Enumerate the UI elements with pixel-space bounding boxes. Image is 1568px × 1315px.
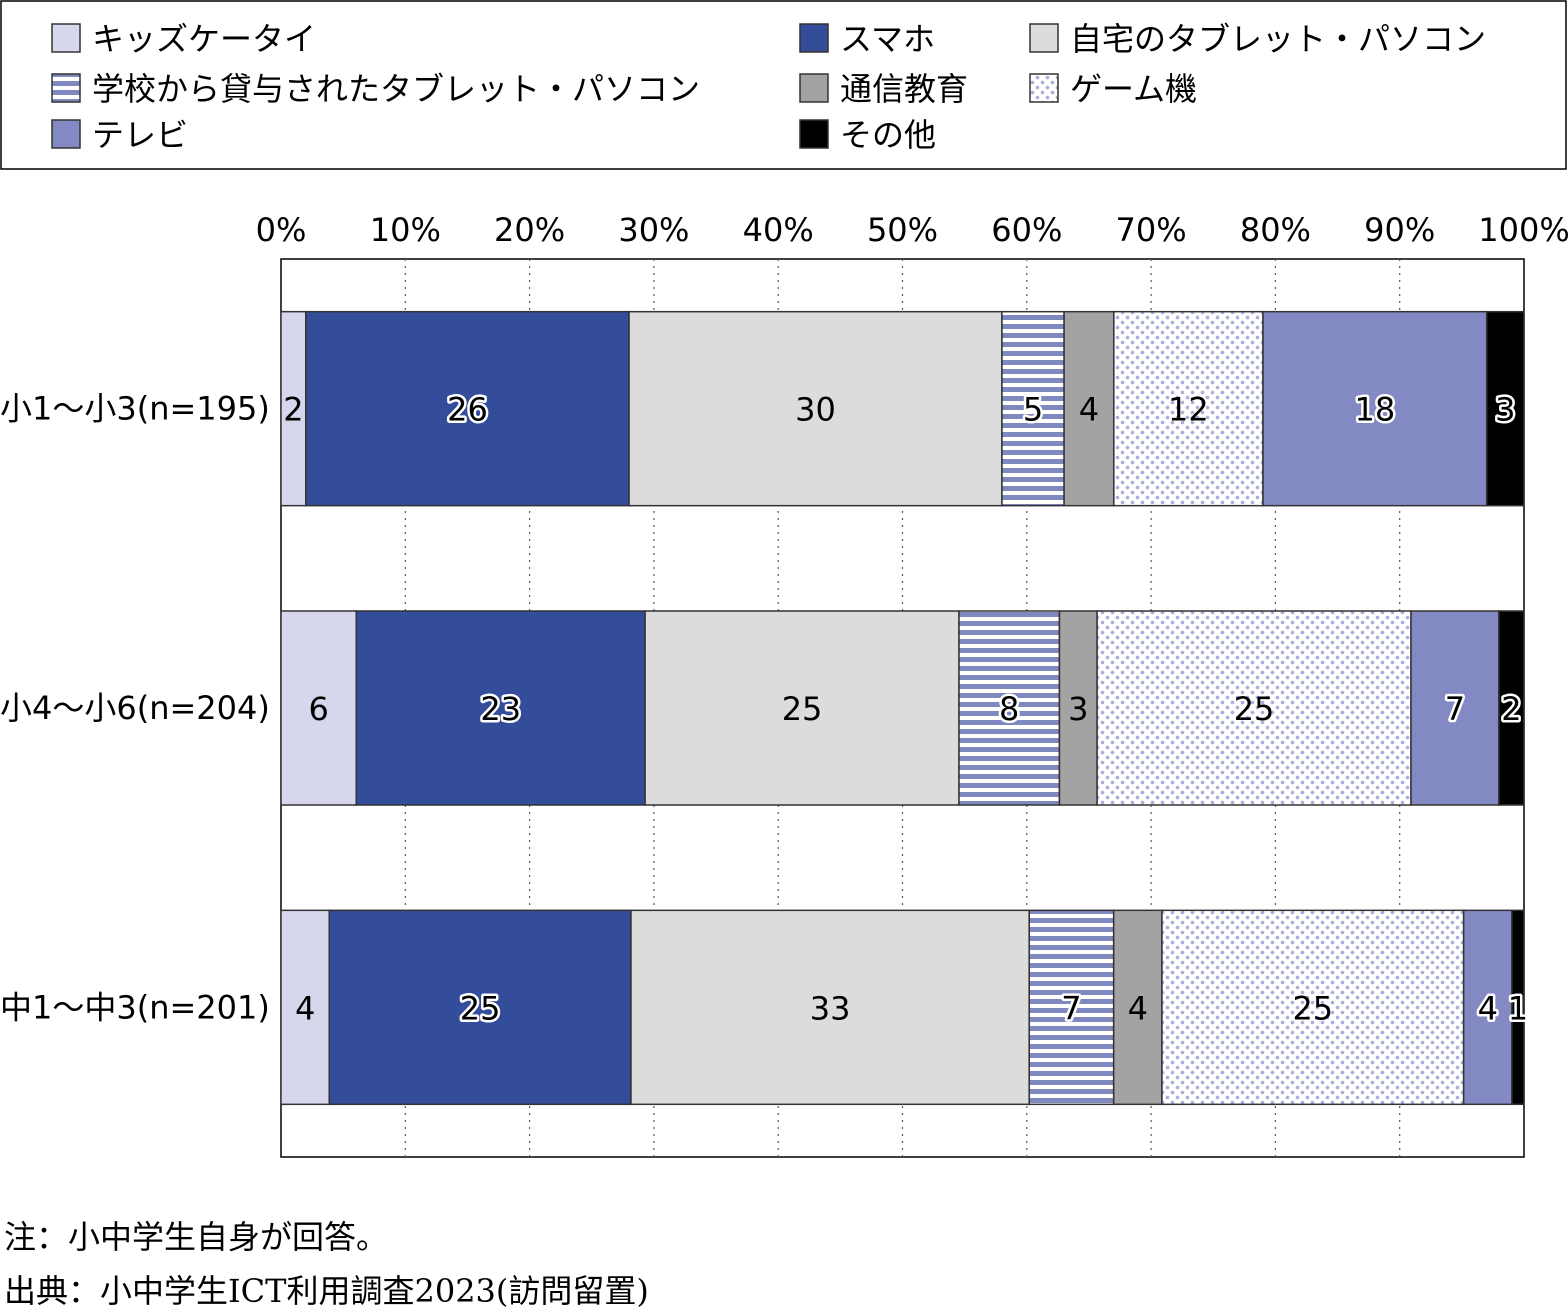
x-tick-label: 90% (1364, 211, 1435, 249)
legend-swatch (799, 119, 829, 149)
bar-segment (1113, 310, 1264, 507)
data-label: 23 (480, 690, 521, 728)
bar-segment (280, 610, 358, 806)
category-labels: 小1～小3(n=195) 小4～小6(n=204) 中1～中3(n=201) (0, 390, 270, 1027)
legend-label: スマホ (840, 20, 935, 58)
bar-segment (1112, 909, 1163, 1106)
bar-segment (280, 909, 331, 1106)
legend-label: 自宅のタブレット・パソコン (1070, 20, 1486, 58)
bar-segment (630, 909, 1030, 1106)
data-label: 4 (1128, 989, 1148, 1027)
legend-label: その他 (840, 116, 936, 154)
bar-segment (1028, 909, 1115, 1106)
data-label: 1 (1508, 989, 1528, 1027)
category-label: 小4～小6(n=204) (0, 689, 270, 727)
legend: キッズケータイ スマホ 自宅のタブレット・パソコン学校から貸与されたタブレット・パソ… (0, 0, 1567, 170)
bar-segment (1485, 310, 1525, 507)
legend-label: 通信教育 (840, 70, 968, 108)
x-tick-label: 20% (494, 211, 565, 249)
data-label: 3 (1495, 391, 1515, 429)
data-label: 33 (810, 989, 851, 1027)
bar-segment (644, 610, 960, 806)
data-label: 5 (1023, 391, 1043, 429)
data-label: 7 (1061, 989, 1081, 1027)
bar-segment (1262, 310, 1488, 507)
data-label: 18 (1354, 391, 1395, 429)
x-tick-label: 60% (991, 211, 1062, 249)
x-tick-label: 30% (618, 211, 689, 249)
legend-swatch (51, 23, 81, 53)
x-tick-label: 70% (1116, 211, 1187, 249)
legend-swatch (799, 73, 829, 103)
legend-label: キッズケータイ (92, 20, 316, 58)
bar-segment (1096, 610, 1412, 806)
data-label: 4 (1079, 391, 1099, 429)
data-label: 25 (1234, 690, 1275, 728)
x-tick-label: 0% (256, 211, 307, 249)
legend-label: ゲーム機 (1070, 70, 1197, 108)
bar-segment (1058, 610, 1098, 806)
legend-swatch (1029, 73, 1059, 103)
bar-segment (1161, 909, 1465, 1106)
bar-segment (1001, 310, 1065, 507)
x-axis-tick-labels: 0% 10% 20% 30% 40% 50% 60% 70% 80% 90% 100% (256, 211, 1568, 249)
data-label: 8 (999, 690, 1019, 728)
data-label: 2 (1501, 690, 1521, 728)
bar-segment (1462, 909, 1513, 1106)
legend-label: 学校から貸与されたタブレット・パソコン (92, 70, 700, 108)
bar-segment (305, 310, 630, 507)
legend-swatch (51, 73, 81, 103)
plot-area: 2 26 30 5 4 12 18 36 23 25 8 3 25 7 24 25 33 7 4 25 4 1 (280, 258, 1531, 1158)
bar-segment (1498, 610, 1525, 806)
data-label: 4 (295, 989, 315, 1027)
data-label: 26 (447, 391, 488, 429)
bar-segment (328, 909, 632, 1106)
footnote: 注：小中学生自身が回答。 (4, 1218, 389, 1256)
data-label: 25 (782, 690, 823, 728)
bar-segment (280, 310, 307, 507)
legend-frame (0, 0, 1567, 170)
data-label: 30 (795, 391, 836, 429)
category-label: 小1～小3(n=195) (0, 390, 270, 428)
legend-swatch (1029, 23, 1059, 53)
legend-swatch (799, 23, 829, 53)
data-label: 3 (1068, 690, 1088, 728)
x-tick-label: 10% (370, 211, 441, 249)
x-tick-label: 40% (743, 211, 814, 249)
data-label: 12 (1168, 391, 1209, 429)
bar-segment (958, 610, 1061, 806)
x-tick-label: 50% (867, 211, 938, 249)
data-label: 6 (308, 690, 328, 728)
x-tick-label: 100% (1478, 211, 1568, 249)
bar-segment (1511, 909, 1525, 1106)
data-label: 4 (1478, 989, 1498, 1027)
bar-segment (628, 310, 1003, 507)
source-note: 出典：小中学生ICT利用調査2023(訪問留置) (4, 1272, 649, 1310)
bar-segment (355, 610, 646, 806)
x-tick-label: 80% (1240, 211, 1311, 249)
legend-swatch (51, 119, 81, 149)
data-label: 25 (460, 989, 501, 1027)
data-label: 7 (1445, 690, 1465, 728)
bar-segment (1410, 610, 1500, 806)
category-label: 中1～中3(n=201) (0, 988, 270, 1026)
data-label: 25 (1292, 989, 1333, 1027)
legend-label: テレビ (92, 116, 188, 154)
data-label: 2 (283, 391, 303, 429)
